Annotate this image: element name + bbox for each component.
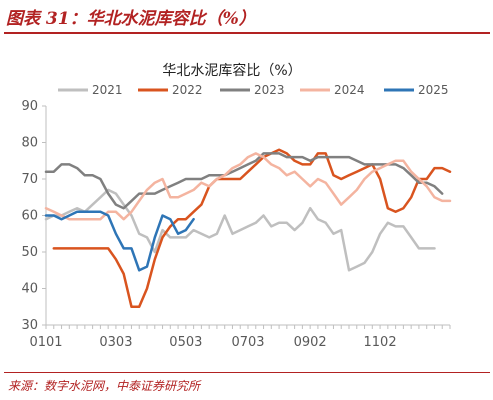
line-chart: 华北水泥库容比（%） 2021 2022 2023 2024 2025 30 40 50 60… — [21, 62, 452, 350]
legend-label-2024: 2024 — [334, 83, 365, 97]
legend-label-2022: 2022 — [172, 83, 203, 97]
series-line-2021 — [44, 188, 436, 272]
figure-source: 来源：数字水泥网，中泰证券研究所 — [8, 379, 201, 393]
y-tick-label: 40 — [21, 282, 38, 297]
y-tick-label: 80 — [21, 136, 38, 151]
title-divider — [4, 32, 490, 34]
series-line-2022 — [52, 148, 452, 309]
series-line-2023 — [44, 152, 444, 210]
series-line-2025 — [44, 210, 195, 272]
chart-title: 华北水泥库容比（%） — [162, 62, 301, 79]
x-tick-label: 0101 — [29, 335, 62, 350]
x-tick-label: 0902 — [294, 335, 327, 350]
y-tick-label: 60 — [21, 209, 38, 224]
series-layer — [44, 148, 452, 309]
legend-label-2021: 2021 — [92, 83, 123, 97]
legend-label-2023: 2023 — [254, 83, 285, 97]
x-tick-label: 0503 — [169, 335, 202, 350]
legend-label-2025: 2025 — [418, 83, 449, 97]
legend: 2021 2022 2023 2024 2025 — [58, 83, 449, 97]
axes: 30 40 50 60 70 80 90 0101 0303 0503 0703 0902 1102 — [21, 99, 451, 350]
figure-title: 图表 31：华北水泥库容比（%） — [6, 9, 256, 29]
y-tick-label: 30 — [21, 318, 38, 333]
y-tick-label: 50 — [21, 245, 38, 260]
x-tick-label: 1102 — [364, 335, 397, 350]
x-tick-label: 0303 — [99, 335, 132, 350]
y-tick-label: 70 — [21, 172, 38, 187]
y-tick-label: 90 — [21, 99, 38, 114]
x-tick-label: 0703 — [231, 335, 264, 350]
source-divider — [4, 372, 490, 373]
series-line-2024 — [44, 152, 452, 221]
